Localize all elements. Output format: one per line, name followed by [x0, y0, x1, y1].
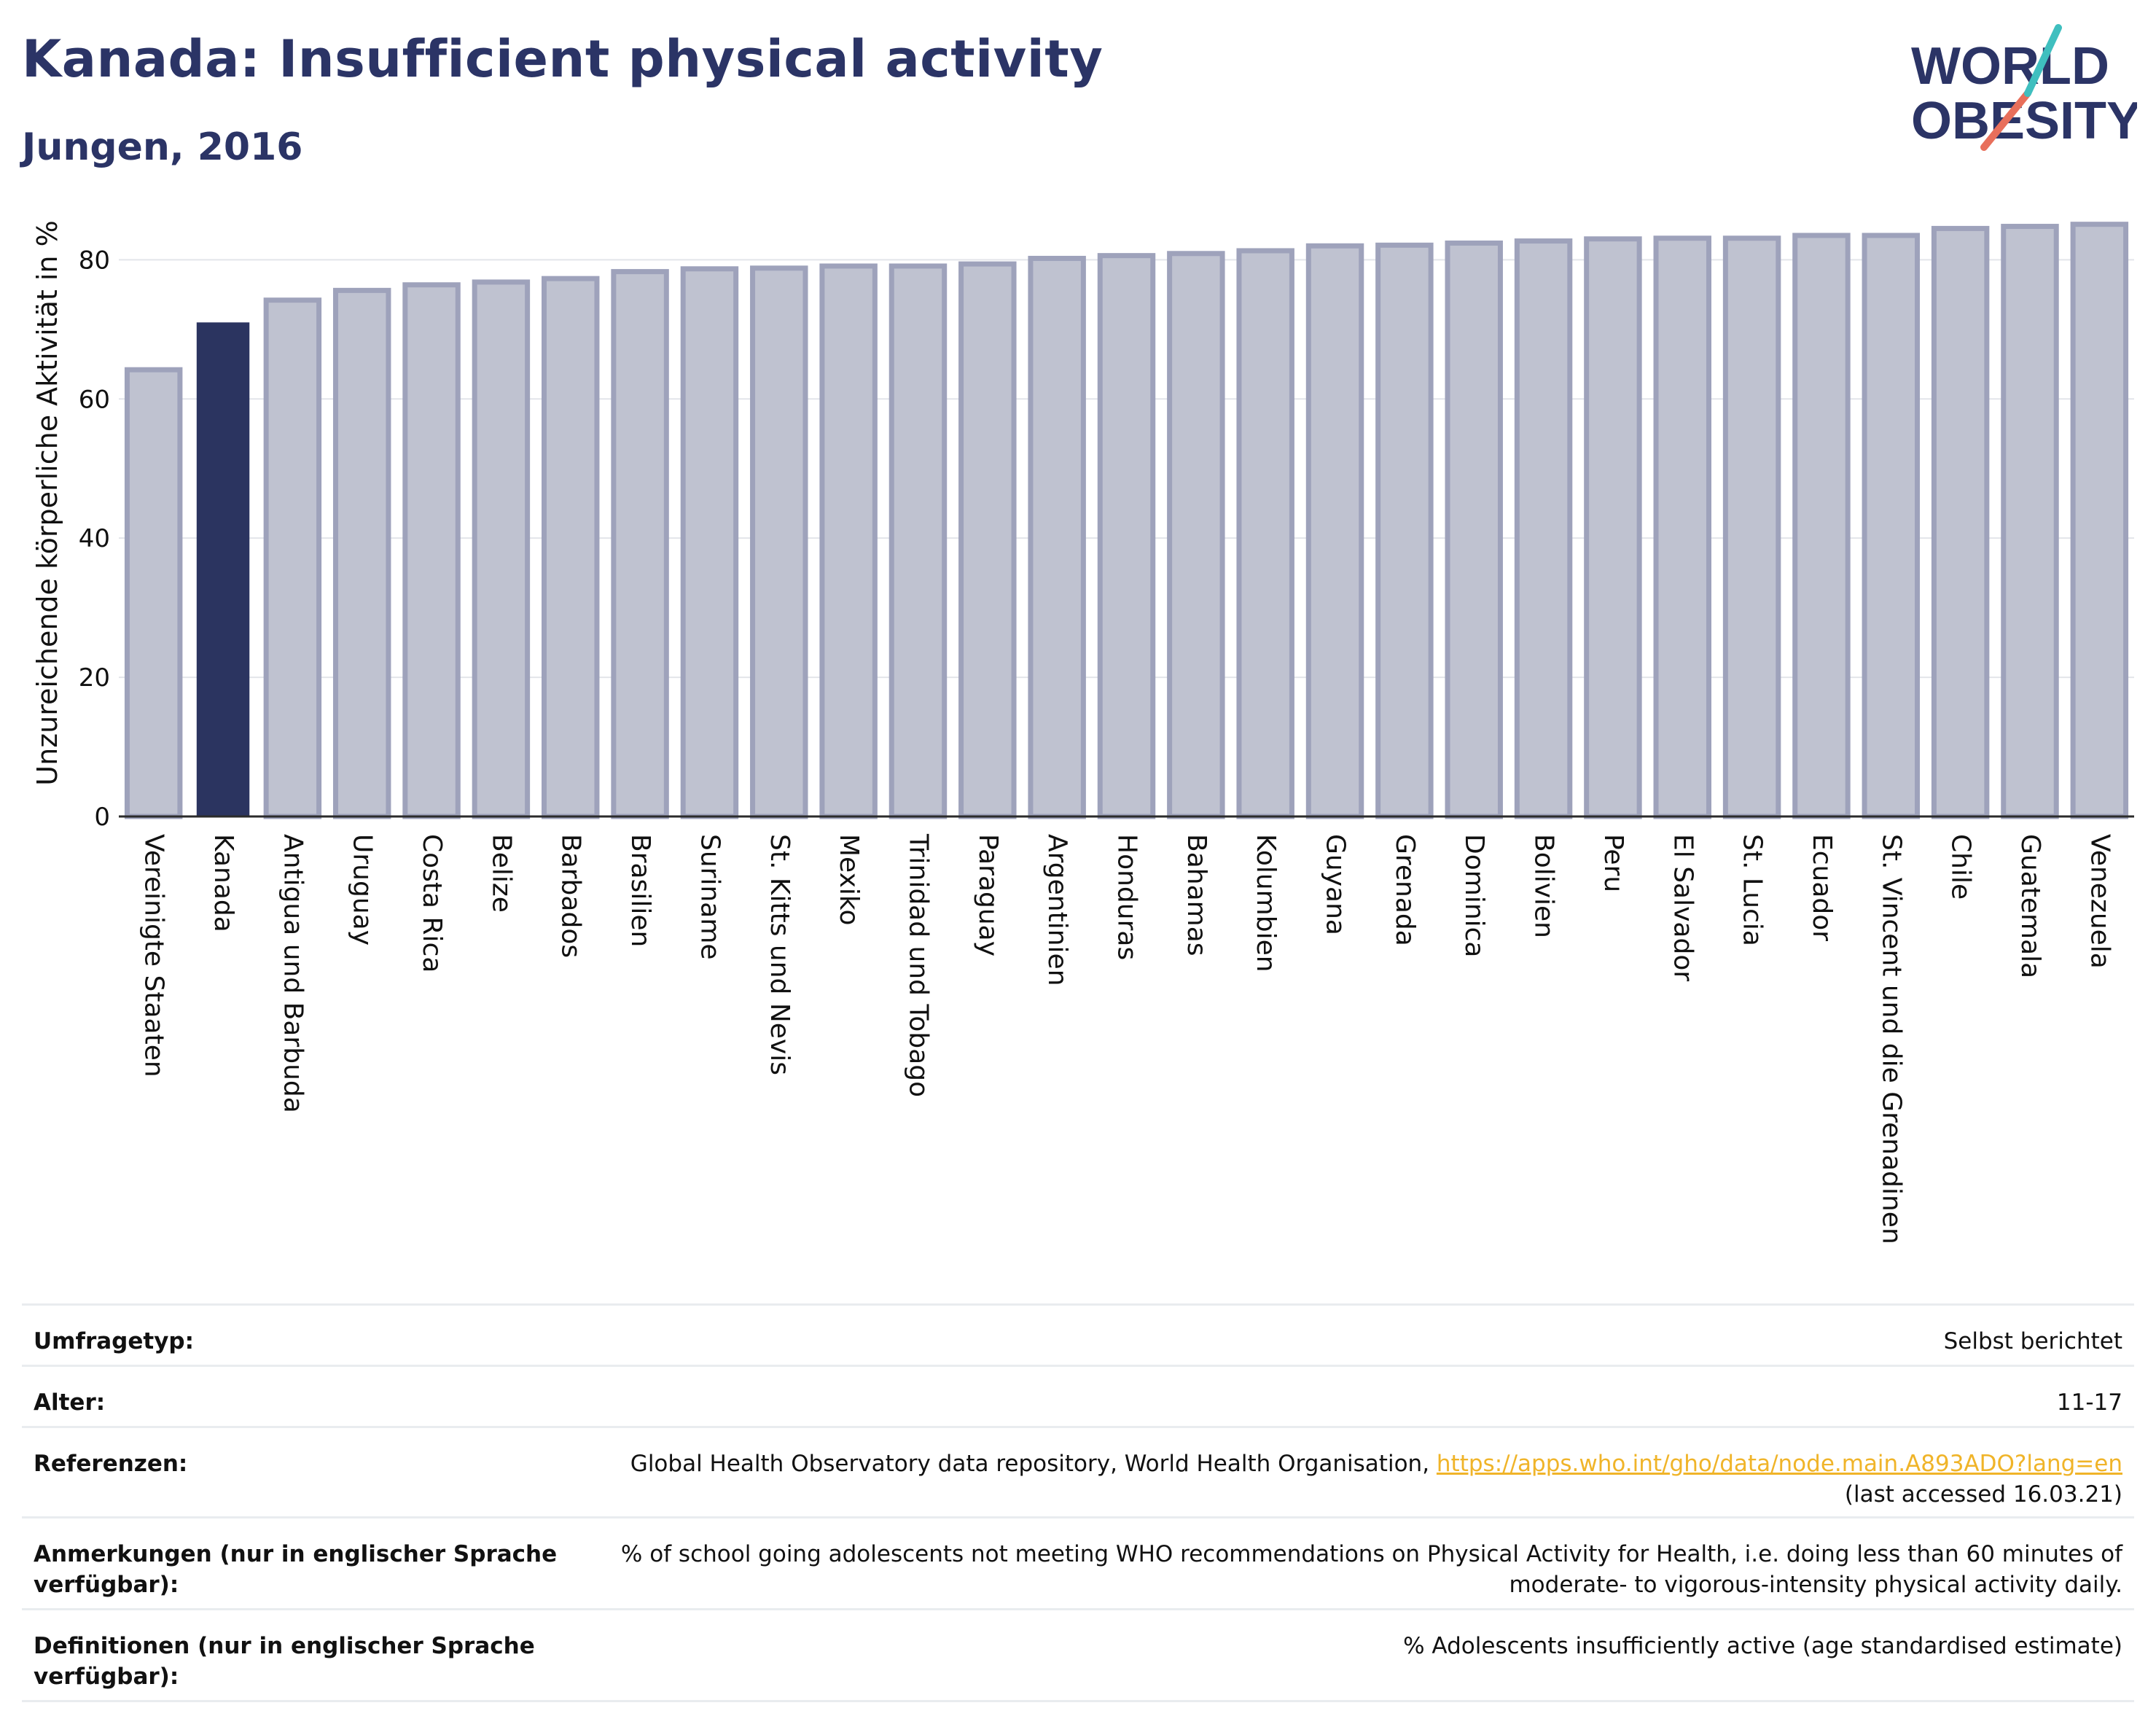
- bar: [1584, 236, 1642, 819]
- bar: [1653, 235, 1711, 819]
- bar: [2001, 224, 2059, 819]
- bar: [958, 261, 1017, 819]
- bar: [263, 297, 322, 819]
- x-tick-label: Brasilien: [625, 834, 655, 947]
- info-value: % of school going adolescents not meetin…: [620, 1541, 2122, 1598]
- world-obesity-logo: WORLD OBESITY: [1904, 22, 2141, 153]
- x-tick-label: Guatemala: [2015, 834, 2045, 978]
- bar: [124, 367, 183, 819]
- bar: [680, 266, 739, 819]
- x-tick-label: Antigua und Barbuda: [278, 834, 308, 1113]
- reference-access-date: (last accessed 16.03.21): [1844, 1481, 2122, 1508]
- bar: [819, 263, 878, 819]
- info-value: Selbst berichtet: [1943, 1328, 2122, 1354]
- x-tick-label: Costa Rica: [417, 834, 447, 972]
- bar: [2070, 222, 2129, 819]
- x-tick-label: Mexiko: [834, 834, 864, 925]
- info-label: Alter:: [34, 1389, 106, 1416]
- category-labels: Vereinigte Staaten Kanada Antigua und Barb…: [139, 833, 2115, 1244]
- x-tick-label: Argentinien: [1042, 834, 1072, 986]
- info-row-definitions: Definitionen (nur in englischer Sprache …: [22, 1610, 2134, 1702]
- logo-line1: WORLD: [1911, 37, 2109, 95]
- logo-line2: OBESITY: [1911, 92, 2137, 150]
- page-title: Kanada: Insufficient physical activity: [22, 29, 1104, 89]
- bar: [542, 276, 600, 819]
- bar: [402, 282, 461, 819]
- info-table: Umfragetyp: Selbst berichtet Alter: 11-1…: [22, 1303, 2134, 1702]
- y-axis-title: Unzureichende körperliche Aktivität in %: [31, 220, 63, 785]
- bar: [888, 263, 948, 819]
- x-tick-label: Belize: [486, 834, 516, 913]
- info-row-survey-type: Umfragetyp: Selbst berichtet: [22, 1306, 2134, 1367]
- x-tick-label: Guyana: [1321, 834, 1351, 935]
- x-tick-label: St. Lucia: [1738, 834, 1768, 946]
- x-tick-label: Peru: [1598, 834, 1628, 892]
- x-tick-label: Paraguay: [973, 834, 1003, 956]
- x-tick-label: El Salvador: [1668, 834, 1698, 981]
- info-value: 11-17: [2056, 1389, 2122, 1416]
- info-label: Definitionen (nur in englischer Sprache …: [34, 1633, 535, 1690]
- bar: [1514, 238, 1573, 819]
- bar: [750, 265, 808, 819]
- x-tick-label: St. Vincent und die Grenadinen: [1876, 834, 1906, 1244]
- x-tick-label: Chile: [1946, 834, 1976, 900]
- bar: [1097, 253, 1156, 819]
- x-tick-label: St. Kitts und Nevis: [765, 834, 794, 1075]
- bar: [1028, 255, 1086, 819]
- bar: [1445, 240, 1503, 819]
- x-tick-label: Dominica: [1459, 834, 1489, 958]
- bar: [472, 279, 531, 819]
- bars: [124, 222, 2129, 819]
- info-label: Umfragetyp:: [34, 1328, 194, 1354]
- x-tick-label: Bolivien: [1529, 834, 1559, 938]
- logo-slash-coral: [1980, 90, 2031, 151]
- bar: [1862, 233, 1921, 819]
- x-tick-label: Ecuador: [1807, 834, 1837, 941]
- x-tick-label: Trinidad und Tobago: [903, 833, 933, 1097]
- info-value: % Adolescents insufficiently active (age…: [1403, 1633, 2122, 1659]
- x-tick-label: Grenada: [1390, 834, 1420, 946]
- x-tick-label: Honduras: [1112, 834, 1142, 960]
- bar: [1375, 242, 1434, 819]
- y-tick-label: 60: [79, 385, 110, 414]
- bar-highlight: [196, 322, 250, 817]
- info-label: Anmerkungen (nur in englischer Sprache v…: [34, 1541, 558, 1598]
- x-tick-label: Suriname: [695, 834, 724, 960]
- bar: [1792, 233, 1851, 819]
- reference-link[interactable]: https://apps.who.int/gho/data/node.main.…: [1436, 1451, 2122, 1477]
- page-subtitle: Jungen, 2016: [22, 125, 303, 169]
- bar: [332, 287, 391, 819]
- x-tick-label: Uruguay: [348, 834, 378, 946]
- x-tick-label: Barbados: [556, 834, 586, 958]
- x-tick-label: Kolumbien: [1251, 834, 1281, 972]
- info-row-age: Alter: 11-17: [22, 1367, 2134, 1428]
- x-tick-label: Bahamas: [1181, 834, 1211, 956]
- x-tick-label: Vereinigte Staaten: [139, 834, 169, 1077]
- bar: [1931, 225, 1990, 819]
- x-tick-label: Venezuela: [2085, 834, 2114, 969]
- bar: [1236, 248, 1294, 819]
- bar: [1305, 243, 1364, 819]
- reference-text: Global Health Observatory data repositor…: [630, 1451, 1437, 1477]
- bar: [611, 269, 669, 819]
- x-tick-label: Kanada: [208, 834, 238, 932]
- y-tick-label: 20: [79, 663, 110, 693]
- bar: [1722, 235, 1781, 819]
- info-row-notes: Anmerkungen (nur in englischer Sprache v…: [22, 1518, 2134, 1610]
- y-tick-label: 0: [94, 803, 110, 832]
- info-value: Global Health Observatory data repositor…: [563, 1449, 2122, 1510]
- y-tick-label: 40: [79, 524, 110, 553]
- y-tick-label: 80: [79, 246, 110, 275]
- info-label: Referenzen:: [34, 1451, 188, 1477]
- bar: [1167, 251, 1225, 819]
- axes: 0 20 40 60 80 Unzureichende körperliche Aktiv…: [31, 220, 2134, 832]
- info-row-references: Referenzen: Global Health Observatory da…: [22, 1428, 2134, 1518]
- logo-slash-teal: [2024, 24, 2062, 97]
- bar-chart: 0 20 40 60 80 Unzureichende körperliche Aktiv…: [31, 220, 2134, 1244]
